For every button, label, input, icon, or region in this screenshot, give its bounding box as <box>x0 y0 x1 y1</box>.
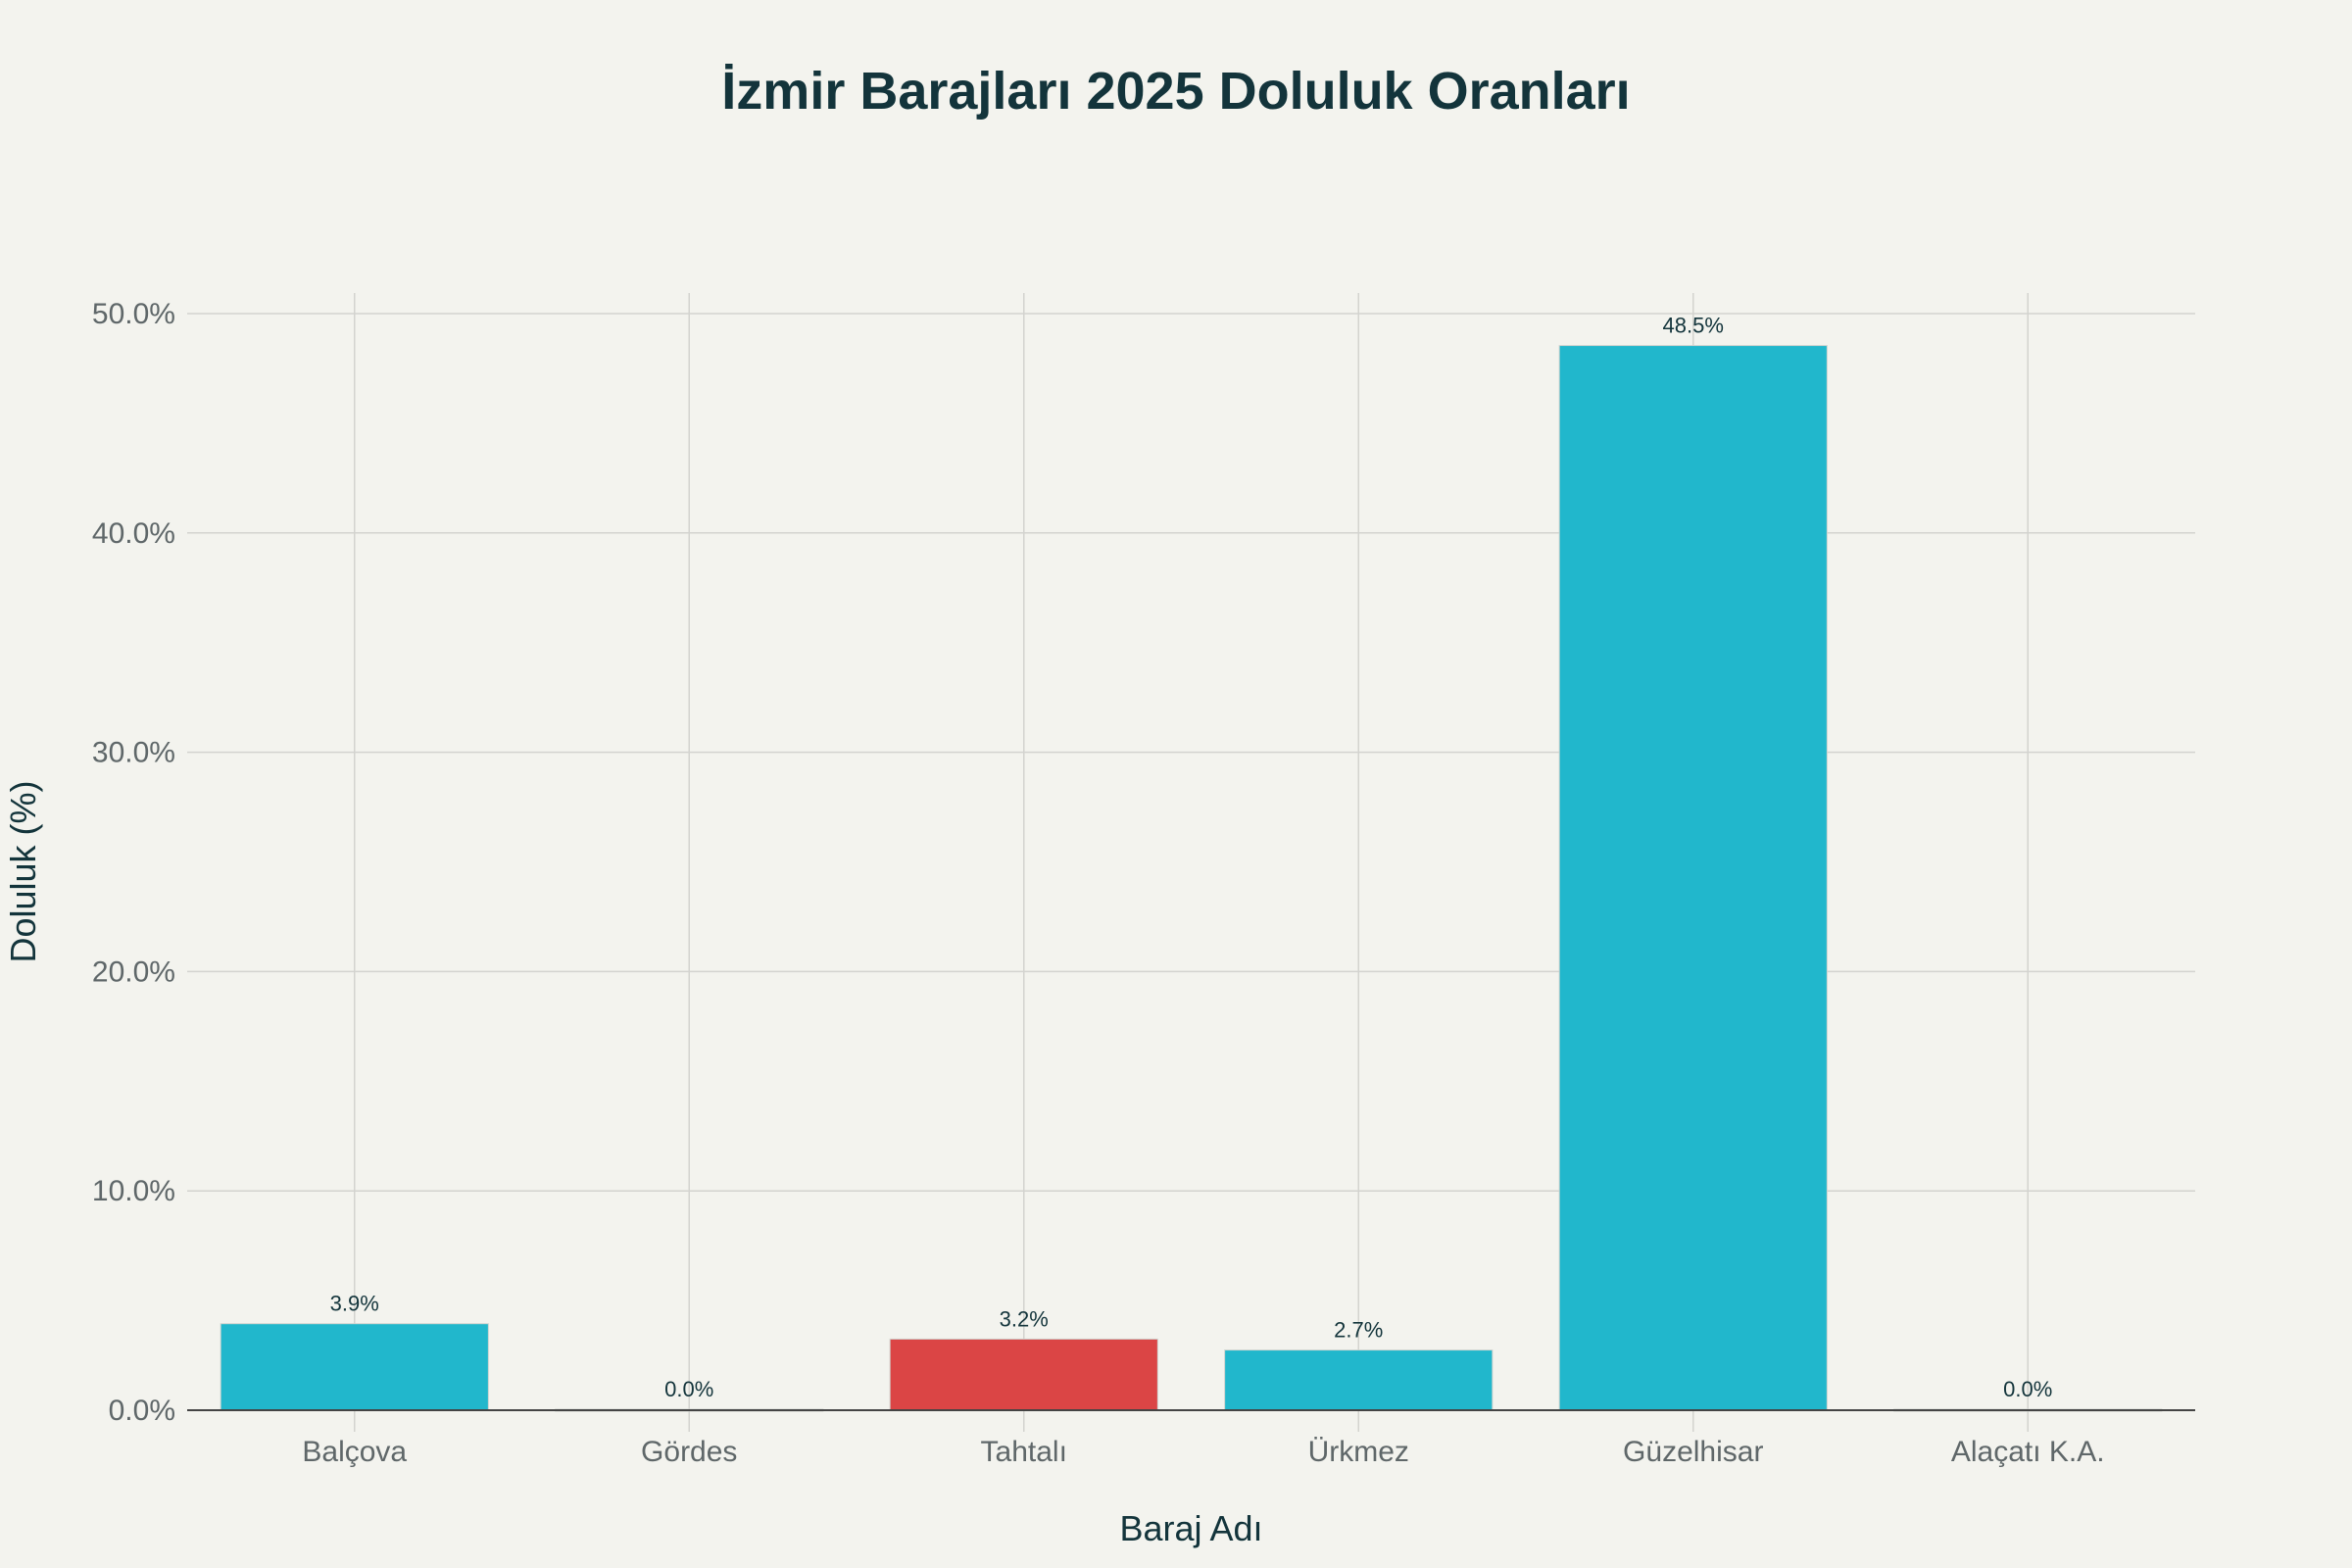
y-axis-title: Doluluk (%) <box>3 780 43 962</box>
y-tick-label: 10.0% <box>92 1175 175 1207</box>
y-tick-label: 0.0% <box>109 1395 175 1427</box>
y-tick-label: 20.0% <box>92 956 175 988</box>
x-tick-label: Alaçatı K.A. <box>1951 1436 2105 1468</box>
x-axis-title: Baraj Adı <box>1119 1508 1262 1548</box>
data-label: 0.0% <box>2003 1377 2052 1401</box>
data-label: 48.5% <box>1663 314 1724 338</box>
data-label: 2.7% <box>1334 1318 1383 1343</box>
y-tick-label: 30.0% <box>92 737 175 769</box>
bar-3 <box>1224 1349 1494 1411</box>
x-tick-label: Balçova <box>302 1436 407 1468</box>
x-tick-label: Ürkmez <box>1308 1436 1409 1468</box>
bar-2 <box>889 1338 1158 1411</box>
bar-4 <box>1558 345 1828 1411</box>
y-tick-label: 50.0% <box>92 298 175 330</box>
x-tick-label: Gördes <box>641 1436 737 1468</box>
x-tick-label: Güzelhisar <box>1623 1436 1763 1468</box>
chart-title: İzmir Barajları 2025 Doluluk Oranları <box>721 62 1631 121</box>
x-tick-label: Tahtalı <box>981 1436 1067 1468</box>
y-tick-label: 40.0% <box>92 517 175 550</box>
data-label: 3.9% <box>330 1292 379 1316</box>
data-label: 3.2% <box>1000 1306 1049 1331</box>
bar-0 <box>220 1323 489 1411</box>
data-label: 0.0% <box>664 1377 713 1401</box>
